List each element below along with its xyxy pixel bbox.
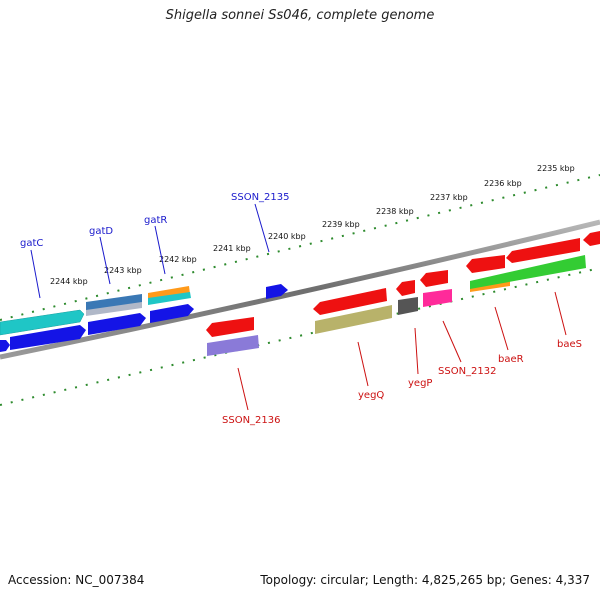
gene-yegP-lower[interactable] (398, 297, 418, 315)
gene-label-baeS[interactable]: baeS (557, 339, 582, 350)
gene-label-gatC[interactable]: gatC (20, 238, 43, 249)
gene-label-gatR[interactable]: gatR (144, 215, 167, 226)
gene-label-gatD[interactable]: gatD (89, 226, 113, 237)
gene-label-SSON_2136[interactable]: SSON_2136 (222, 415, 281, 426)
gene-baeS-lower[interactable] (470, 255, 586, 289)
scale-label: 2236 kbp (484, 179, 522, 188)
gene-SSON_2136-arrow[interactable] (206, 317, 254, 337)
scale-label: 2239 kbp (322, 220, 360, 229)
gene-gatD-lower[interactable] (86, 302, 142, 316)
forward-leaders (30, 203, 270, 299)
genome-title: Shigella sonnei Ss046, complete genome (165, 8, 435, 23)
reverse-leaders (237, 291, 567, 411)
gene-baeS-arrow[interactable] (506, 238, 580, 263)
gene-SSON_2136-lower[interactable] (207, 335, 259, 356)
gene-yegP-arrow[interactable] (396, 280, 415, 296)
gene-forward-arrow[interactable] (0, 340, 10, 352)
gene-gatR-lower[interactable] (148, 292, 191, 305)
gene-SSON_2135-arrow[interactable] (266, 284, 288, 299)
gene-label-SSON_2132[interactable]: SSON_2132 (438, 366, 497, 377)
gene-baeR-arrow[interactable] (466, 255, 505, 273)
gene-label-yegQ[interactable]: yegQ (358, 390, 384, 401)
accession-info: Accession: NC_007384 (8, 573, 144, 587)
scale-label: 2241 kbp (213, 244, 251, 253)
accession-label: Accession: (8, 573, 72, 587)
scale-label: 2237 kbp (430, 193, 468, 202)
gene-SSON_2132-lower[interactable] (423, 289, 452, 307)
gene-forward-arrow[interactable] (10, 325, 86, 350)
reverse-genes (206, 231, 600, 356)
scale-label: 2244 kbp (50, 277, 88, 286)
gene-yegQ-lower[interactable] (315, 305, 392, 334)
gene-forward-arrow[interactable] (150, 304, 194, 323)
gene-label-yegP[interactable]: yegP (408, 378, 432, 389)
gene-forward-arrow[interactable] (88, 313, 146, 335)
scale-label: 2238 kbp (376, 207, 414, 216)
gene-label-baeR[interactable]: baeR (498, 354, 524, 365)
scale-label: 2235 kbp (537, 164, 575, 173)
gene-label-SSON_2135[interactable]: SSON_2135 (231, 192, 290, 203)
genome-backbone (0, 219, 600, 360)
lower-ruler (0, 267, 600, 406)
upper-ruler (0, 174, 600, 321)
gene-gatC-arrow[interactable] (0, 309, 85, 336)
gene-SSON_2132-arrow[interactable] (420, 270, 448, 287)
scale-label: 2240 kbp (268, 232, 306, 241)
topology-info: Topology: circular; Length: 4,825,265 bp… (260, 573, 590, 587)
gene-reverse-arrow[interactable] (583, 231, 600, 246)
forward-genes (0, 284, 288, 352)
gene-yegQ-arrow[interactable] (313, 288, 387, 315)
accession-value: NC_007384 (75, 573, 145, 587)
scale-label: 2243 kbp (104, 266, 142, 275)
scale-label: 2242 kbp (159, 255, 197, 264)
